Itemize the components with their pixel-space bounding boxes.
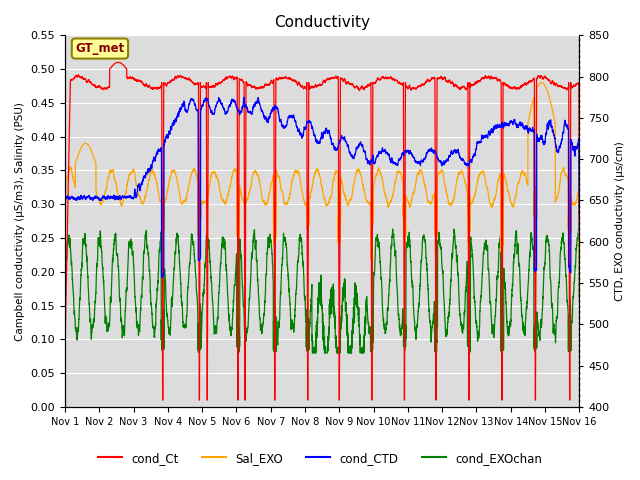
Y-axis label: CTD, EXO conductivity (μs/cm): CTD, EXO conductivity (μs/cm) bbox=[615, 141, 625, 301]
Y-axis label: Campbell conductivity (μS/m3), Salinity (PSU): Campbell conductivity (μS/m3), Salinity … bbox=[15, 102, 25, 340]
Text: GT_met: GT_met bbox=[76, 42, 125, 55]
Legend: cond_Ct, Sal_EXO, cond_CTD, cond_EXOchan: cond_Ct, Sal_EXO, cond_CTD, cond_EXOchan bbox=[93, 447, 547, 469]
Title: Conductivity: Conductivity bbox=[274, 15, 370, 30]
